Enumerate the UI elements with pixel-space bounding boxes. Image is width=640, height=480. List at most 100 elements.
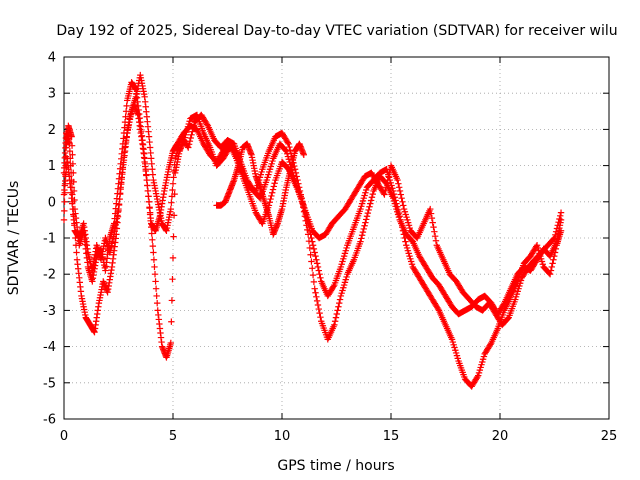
data-point (367, 200, 374, 207)
data-point (330, 283, 337, 290)
data-point (360, 225, 367, 233)
data-point (170, 167, 178, 175)
data-point (549, 260, 556, 267)
data-point (268, 189, 276, 196)
data-point (393, 200, 400, 207)
data-point (336, 299, 343, 307)
data-point (557, 209, 565, 216)
data-point (428, 214, 436, 222)
data-point (556, 215, 563, 223)
y-tick-label: 1 (48, 159, 56, 174)
data-point (60, 216, 68, 224)
data-point (369, 190, 376, 198)
series-1 (60, 79, 565, 361)
chart-title: Day 192 of 2025, Sidereal Day-to-day VTE… (56, 23, 617, 39)
data-point (170, 233, 177, 240)
data-point (68, 200, 76, 207)
data-point (431, 232, 439, 240)
data-point (384, 176, 391, 184)
data-point (547, 267, 555, 274)
y-tick-label: -1 (43, 232, 56, 247)
data-point (312, 252, 319, 260)
data-point (389, 187, 397, 195)
data-point (168, 318, 175, 325)
data-point (185, 144, 192, 151)
data-point (399, 198, 406, 205)
data-point (317, 313, 324, 321)
data-point (333, 310, 340, 318)
data-point (190, 122, 198, 129)
data-point (286, 143, 293, 151)
data-point (401, 234, 408, 242)
data-point (285, 140, 292, 148)
data-point (306, 244, 313, 252)
data-point (146, 209, 154, 216)
data-point (144, 182, 151, 189)
y-tick-label: -2 (43, 268, 56, 283)
data-point (382, 184, 390, 191)
data-point (69, 151, 76, 158)
data-point (73, 249, 80, 256)
data-point (331, 321, 338, 329)
data-point (311, 285, 318, 292)
data-point (397, 191, 405, 198)
data-point (68, 194, 75, 202)
data-point (270, 183, 278, 190)
data-point (189, 125, 197, 132)
data-point (432, 237, 440, 244)
data-point (315, 267, 322, 274)
data-point (474, 373, 481, 381)
data-point (315, 305, 322, 313)
x-tick-label: 0 (60, 429, 68, 444)
data-point (148, 230, 155, 237)
data-point (144, 187, 152, 195)
data-point (550, 256, 557, 263)
data-point (395, 184, 403, 191)
data-point (363, 216, 370, 223)
data-point (390, 190, 398, 198)
data-point (152, 285, 160, 292)
data-point (394, 206, 402, 214)
data-point (361, 222, 368, 229)
data-point (313, 293, 320, 301)
data-point (61, 198, 68, 205)
x-axis-label: GPS time / hours (277, 458, 394, 474)
data-point (332, 314, 340, 321)
data-point (396, 187, 404, 195)
data-point (168, 297, 176, 304)
data-point (145, 193, 152, 200)
data-point (169, 180, 177, 187)
data-point (557, 212, 564, 220)
data-point (396, 213, 403, 220)
data-point (395, 209, 403, 217)
data-point (149, 171, 157, 178)
data-point (398, 220, 405, 227)
data-point (336, 296, 344, 303)
data-point (123, 102, 130, 110)
data-point (146, 138, 153, 146)
data-point (399, 227, 407, 234)
data-point (557, 227, 565, 234)
data-point (145, 133, 153, 140)
data-point (310, 245, 318, 253)
data-point (430, 223, 437, 231)
data-point (300, 151, 307, 158)
data-point (145, 198, 153, 205)
data-point (366, 203, 373, 210)
x-tick-label: 5 (169, 429, 177, 444)
data-point (150, 256, 158, 263)
data-point (70, 216, 78, 224)
data-point (168, 199, 175, 206)
data-point (394, 203, 401, 210)
data-point (149, 242, 157, 250)
data-point (143, 176, 151, 184)
data-point (550, 235, 557, 243)
data-point (312, 289, 319, 296)
data-point (555, 218, 562, 226)
data-point (363, 213, 371, 220)
y-tick-label: 4 (48, 51, 56, 66)
data-point (307, 251, 314, 258)
data-point (167, 339, 175, 347)
data-point (552, 228, 560, 235)
